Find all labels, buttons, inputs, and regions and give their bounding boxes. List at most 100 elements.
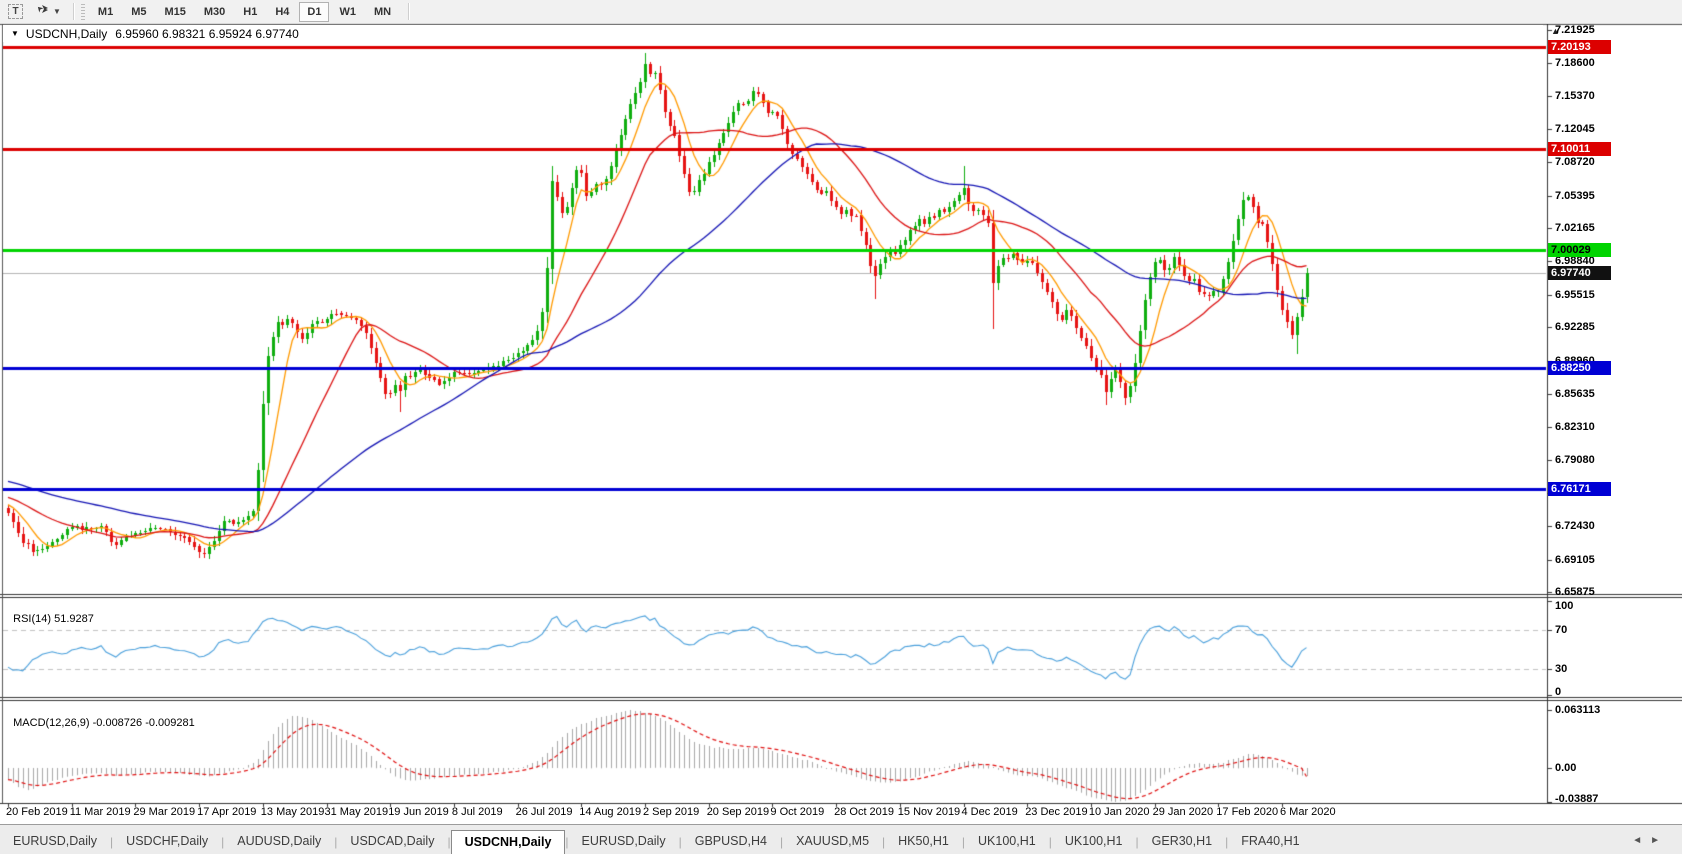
tab-divider: | xyxy=(1048,835,1052,849)
date-label[interactable]: 2 Sep 2019 xyxy=(643,806,700,818)
timeframe-buttons: M1 M5 M15 M30 H1 H4 D1 W1 MN xyxy=(89,1,400,22)
price-tick-label: 7.15370 xyxy=(1555,89,1595,102)
arrows-tool-icon xyxy=(35,2,50,21)
chart-tab-13[interactable]: FRA40,H1 xyxy=(1241,834,1300,848)
date-label[interactable]: 9 Oct 2019 xyxy=(770,806,825,818)
tab-divider: | xyxy=(221,835,225,849)
tab-divider: | xyxy=(961,835,966,849)
tabs-scroll-arrows: ◄► xyxy=(1632,835,1668,846)
price-line-badge: 7.20193 xyxy=(1548,40,1611,55)
timeframe-button-m15[interactable]: M15 xyxy=(164,5,186,18)
chart-tab-3[interactable]: AUDUSD,Daily xyxy=(237,834,322,848)
chart-ohlc-values: 6.95960 6.98321 6.95924 6.97740 xyxy=(115,26,299,41)
price-tick-label: 7.21925 xyxy=(1555,24,1595,36)
timeframe-button-w1[interactable]: W1 xyxy=(339,5,356,18)
text-tool-button[interactable]: T xyxy=(4,1,27,22)
price-tick-label: 7.08720 xyxy=(1555,156,1595,169)
price-tick-label: 6.98840 xyxy=(1555,255,1595,268)
price-tick-label: 6.92285 xyxy=(1555,321,1595,334)
current-price-badge: 6.97740 xyxy=(1548,265,1611,280)
tab-divider: | xyxy=(110,835,114,849)
text-tool-icon: T xyxy=(8,4,23,19)
timeframe-button-m30[interactable]: M30 xyxy=(203,5,226,18)
dropdown-caret-icon: ▼ xyxy=(53,7,61,16)
rsi-level-label: 70 xyxy=(1555,624,1568,636)
toolbar-separator xyxy=(72,3,75,20)
tabs-scroll-left-icon[interactable]: ◄ xyxy=(1632,835,1651,846)
chart-symbol-title: USDCNH,Daily xyxy=(25,26,108,41)
date-label[interactable]: 14 Aug 2019 xyxy=(579,806,642,818)
chart-tab-2[interactable]: USDCHF,Daily xyxy=(126,834,209,848)
timeframe-button-h4[interactable]: H4 xyxy=(275,5,290,18)
date-label[interactable]: 29 Jan 2020 xyxy=(1152,806,1214,818)
chart-plot-area[interactable] xyxy=(0,24,1682,824)
tab-divider: | xyxy=(565,835,569,849)
timeframe-button-d1[interactable]: D1 xyxy=(299,1,330,22)
toolbar-grip-handle[interactable] xyxy=(80,3,85,20)
chart-tab-bar: EURUSD,Daily | USDCHF,Daily | AUDUSD,Daily | U… xyxy=(0,824,1682,854)
cursor-mode-button[interactable]: ▼ xyxy=(31,1,65,22)
price-tick-label: 6.79080 xyxy=(1555,453,1595,466)
chart-tab-4[interactable]: USDCAD,Daily xyxy=(350,834,435,848)
tab-divider: | xyxy=(447,835,451,849)
date-label[interactable]: 19 Jun 2019 xyxy=(388,806,449,818)
date-label[interactable]: 10 Jan 2020 xyxy=(1088,806,1150,818)
price-tick-label: 6.69105 xyxy=(1555,553,1595,566)
chart-tab-12[interactable]: GER30,H1 xyxy=(1151,834,1213,848)
tab-divider: | xyxy=(334,835,338,849)
chart-tab-10[interactable]: UK100,H1 xyxy=(978,834,1036,848)
date-label[interactable]: 29 Mar 2019 xyxy=(133,806,196,818)
scale-top-icon[interactable]: ▲ xyxy=(1551,26,1560,36)
macd-indicator-label: MACD(12,26,9) -0.008726 -0.009281 xyxy=(13,717,195,729)
price-tick-label: 6.65875 xyxy=(1555,586,1595,598)
date-label[interactable]: 8 Jul 2019 xyxy=(451,806,503,818)
chart-tab-5[interactable]: USDCNH,Daily xyxy=(450,830,566,854)
top-toolbar: T ▼ M1 M5 M15 M30 H1 H4 D1 W1 MN xyxy=(0,0,1682,24)
date-label[interactable]: 20 Feb 2019 xyxy=(6,806,68,818)
collapse-chart-icon[interactable]: ▼ xyxy=(11,29,19,38)
timeframe-button-mn[interactable]: MN xyxy=(373,5,392,18)
date-label[interactable]: 17 Feb 2020 xyxy=(1216,806,1279,818)
tab-divider: | xyxy=(1225,835,1229,849)
date-label[interactable]: 13 May 2019 xyxy=(260,806,325,818)
rsi-level-label: 100 xyxy=(1555,600,1574,612)
date-label[interactable]: 11 Mar 2019 xyxy=(69,806,131,818)
date-label[interactable]: 26 Jul 2019 xyxy=(515,806,573,818)
chart-tab-11[interactable]: UK100,H1 xyxy=(1064,834,1123,848)
chart-tab-6[interactable]: EURUSD,Daily xyxy=(581,834,666,848)
rsi-level-label: 30 xyxy=(1555,663,1568,675)
chart-tab-9[interactable]: HK50,H1 xyxy=(898,834,949,848)
chart-title-bar: ▼ USDCNH,Daily 6.95960 6.98321 6.95924 6… xyxy=(3,25,1543,42)
date-label[interactable]: 15 Nov 2019 xyxy=(897,806,961,818)
date-label[interactable]: 17 Apr 2019 xyxy=(197,806,257,818)
macd-level-label: 0.00 xyxy=(1555,762,1577,774)
macd-level-label: 0.063113 xyxy=(1555,703,1601,716)
price-tick-label: 6.82310 xyxy=(1555,421,1595,434)
price-tick-label: 6.85635 xyxy=(1555,387,1595,400)
chart-tab-1[interactable]: EURUSD,Daily xyxy=(13,834,98,848)
chart-tab-7[interactable]: GBPUSD,H4 xyxy=(694,834,767,848)
price-tick-label: 6.72430 xyxy=(1555,520,1595,533)
timeframe-button-h1[interactable]: H1 xyxy=(243,5,258,18)
tab-divider: | xyxy=(779,835,784,849)
price-tick-label: 7.18600 xyxy=(1555,57,1595,70)
price-tick-label: 6.95515 xyxy=(1555,288,1595,301)
toolbar-separator-2 xyxy=(408,3,411,20)
price-tick-label: 7.02165 xyxy=(1555,222,1595,235)
tab-divider: | xyxy=(882,835,886,849)
price-tick-label: 7.12045 xyxy=(1555,123,1595,136)
rsi-indicator-label: RSI(14) 51.9287 xyxy=(13,613,94,625)
tabs-scroll-right-icon[interactable]: ► xyxy=(1650,835,1668,846)
chart-tab-8[interactable]: XAUUSD,M5 xyxy=(796,834,870,848)
date-label[interactable]: 20 Sep 2019 xyxy=(706,806,770,818)
date-label[interactable]: 4 Dec 2019 xyxy=(961,806,1018,818)
date-label[interactable]: 6 Mar 2020 xyxy=(1280,806,1336,818)
price-line-badge: 7.10011 xyxy=(1548,142,1611,157)
date-label[interactable]: 31 May 2019 xyxy=(324,806,389,818)
price-line-badge: 6.88250 xyxy=(1548,360,1611,375)
date-label[interactable]: 23 Dec 2019 xyxy=(1025,806,1088,818)
date-label[interactable]: 28 Oct 2019 xyxy=(834,806,895,818)
timeframe-button-m5[interactable]: M5 xyxy=(131,5,147,18)
timeframe-button-m1[interactable]: M1 xyxy=(97,5,114,18)
price-line-badge: 7.00029 xyxy=(1548,242,1611,257)
